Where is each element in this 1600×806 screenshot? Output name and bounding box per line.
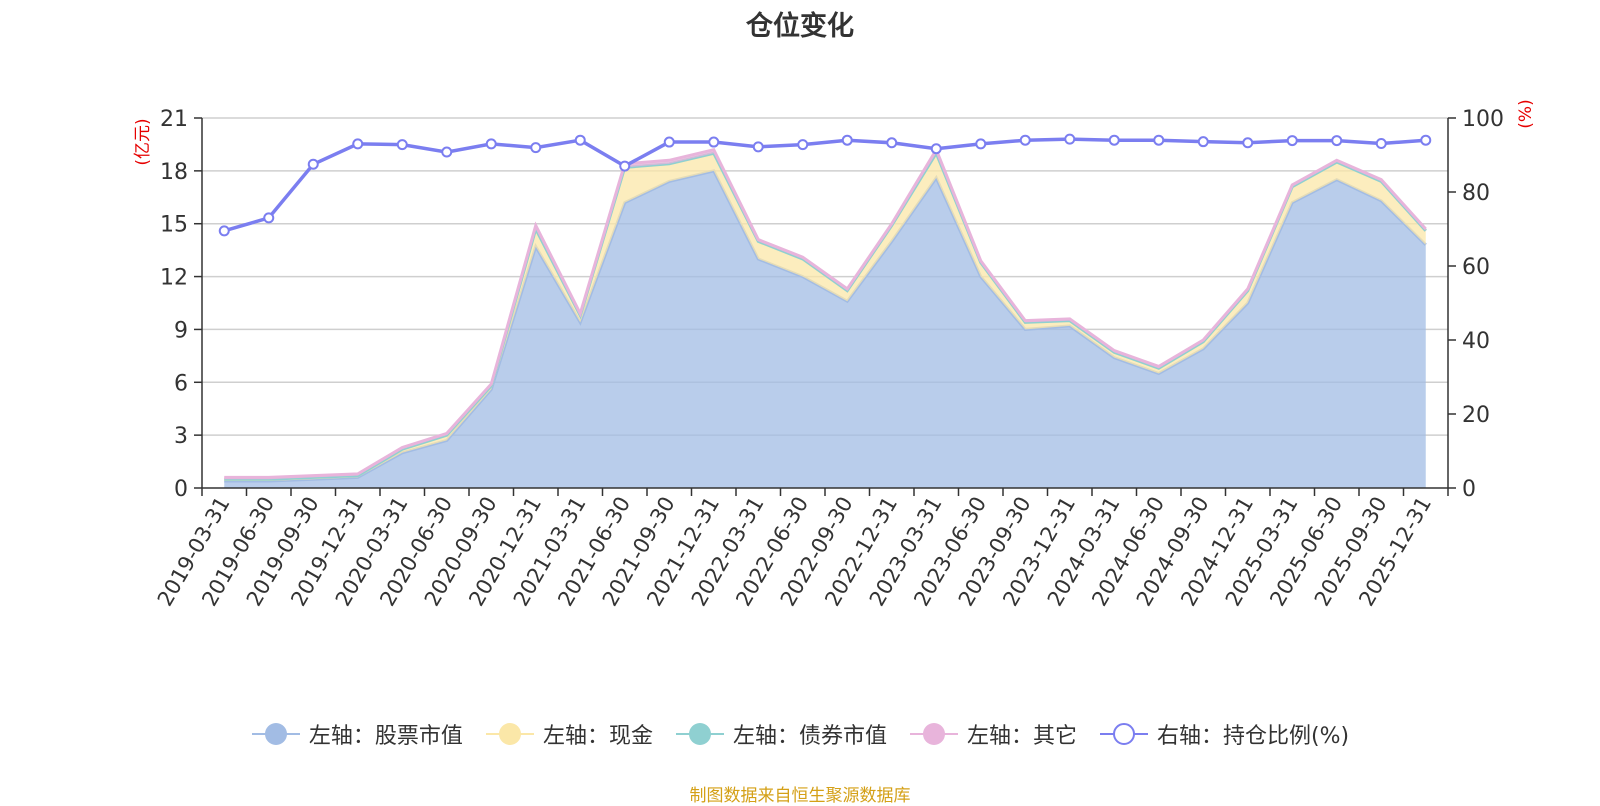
legend-swatch — [251, 723, 300, 745]
ratio-point — [1197, 136, 1209, 148]
left-tick-label: 12 — [160, 266, 188, 291]
legend-swatch-marker — [922, 723, 945, 745]
left-tick-label: 15 — [160, 213, 188, 238]
ratio-point — [708, 136, 720, 148]
legend-item[interactable]: 左轴：其它 — [909, 718, 1077, 750]
left-axis-title: (亿元) — [133, 118, 153, 165]
left-tick-label: 3 — [174, 424, 188, 449]
area-edge-左轴：其它 — [224, 146, 1427, 479]
ratio-point — [1375, 138, 1387, 150]
legend-swatch-marker — [264, 723, 287, 745]
legend-swatch — [1099, 723, 1148, 745]
legend-item[interactable]: 左轴：股票市值 — [251, 718, 463, 750]
right-axis-title: (%) — [1516, 99, 1536, 128]
ratio-point — [1331, 135, 1343, 147]
ratio-point — [886, 137, 898, 149]
ratio-point — [1019, 134, 1031, 146]
ratio-point — [1420, 134, 1432, 146]
legend-swatch — [675, 723, 724, 745]
ratio-point — [1242, 137, 1254, 149]
ratio-line — [218, 133, 1432, 237]
legend-label: 左轴：股票市值 — [308, 724, 463, 749]
ratio-point — [263, 212, 275, 224]
ratio-point — [663, 136, 675, 148]
legend-swatch — [485, 723, 534, 745]
legend-swatch-marker — [498, 723, 521, 745]
ratio-point — [841, 134, 853, 146]
chart-title: 仓位变化 — [746, 11, 854, 42]
ratio-point — [1153, 134, 1165, 146]
chart-legend: 左轴：股票市值 左轴：现金 左轴：债券市值 左轴：其它 右轴：持仓比例(%) — [0, 718, 1600, 750]
ratio-point — [797, 139, 809, 151]
legend-label: 左轴：债券市值 — [732, 724, 887, 749]
source-note: 制图数据来自恒生聚源数据库 — [689, 786, 911, 806]
ratio-point — [1108, 134, 1120, 146]
ratio-point — [530, 142, 542, 154]
ratio-point — [930, 143, 942, 155]
area-左轴：现金 — [224, 153, 1426, 481]
right-tick-label: 60 — [1462, 255, 1490, 280]
ratio-point — [574, 134, 586, 146]
legend-item[interactable]: 右轴：持仓比例(%) — [1099, 718, 1349, 750]
ratio-point — [975, 138, 987, 150]
right-tick-label: 40 — [1462, 329, 1490, 354]
ratio-point — [352, 138, 364, 150]
legend-swatch — [909, 723, 958, 745]
right-tick-label: 20 — [1462, 403, 1490, 428]
left-tick-label: 18 — [160, 160, 188, 185]
ratio-point — [441, 146, 453, 158]
legend-item[interactable]: 左轴：债券市值 — [675, 718, 887, 750]
legend-label: 左轴：现金 — [542, 724, 653, 749]
left-tick-label: 6 — [174, 371, 188, 396]
ratio-point — [218, 225, 230, 237]
stacked-areas — [224, 146, 1427, 488]
right-tick-label: 0 — [1462, 477, 1476, 502]
ratio-point — [485, 138, 497, 150]
right-tick-label: 80 — [1462, 181, 1490, 206]
ratio-point — [1064, 133, 1076, 145]
legend-swatch-marker — [1112, 723, 1135, 745]
ratio-point — [307, 158, 319, 170]
legend-item[interactable]: 左轴：现金 — [485, 718, 653, 750]
legend-label: 左轴：其它 — [966, 724, 1077, 749]
left-tick-label: 9 — [174, 318, 188, 343]
ratio-line-path — [223, 137, 1426, 233]
ratio-point — [752, 141, 764, 153]
ratio-point — [396, 139, 408, 151]
right-tick-label: 100 — [1462, 107, 1504, 132]
left-tick-label: 0 — [174, 477, 188, 502]
ratio-point — [619, 160, 631, 172]
legend-label: 右轴：持仓比例(%) — [1156, 724, 1350, 749]
legend-swatch-marker — [688, 723, 711, 745]
ratio-point — [1286, 135, 1298, 147]
area-左轴：股票市值 — [224, 170, 1426, 488]
left-tick-label: 21 — [160, 107, 188, 132]
